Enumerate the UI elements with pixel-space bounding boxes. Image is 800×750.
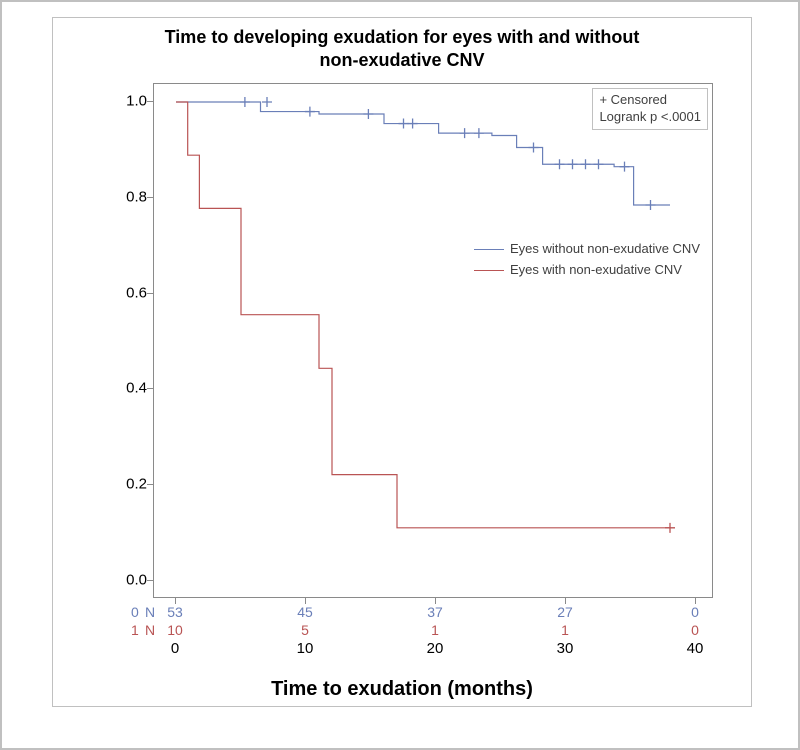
km-curves-svg bbox=[154, 84, 714, 599]
chart-title: Time to developing exudation for eyes wi… bbox=[53, 26, 751, 71]
y-tick bbox=[147, 293, 153, 294]
legend-with-label: Eyes with non-exudative CNV bbox=[510, 262, 682, 277]
censor-mark-without bbox=[363, 109, 373, 119]
y-tick-label: 0.8 bbox=[111, 188, 147, 205]
y-tick-label: 0.2 bbox=[111, 476, 147, 493]
risk-value: 27 bbox=[557, 604, 573, 620]
censor-mark-without bbox=[240, 97, 250, 107]
risk-row-n: N bbox=[145, 622, 155, 638]
legend-censored: + Censored bbox=[599, 92, 701, 109]
censor-mark-without bbox=[460, 128, 470, 138]
legend-box: + Censored Logrank p <.0001 bbox=[592, 88, 708, 130]
legend-swatch-with bbox=[474, 270, 504, 271]
risk-value: 53 bbox=[167, 604, 183, 620]
x-axis-label: Time to exudation (months) bbox=[53, 678, 751, 701]
censor-mark-without bbox=[594, 159, 604, 169]
risk-value: 0 bbox=[691, 622, 699, 638]
legend-series: Eyes without non-exudative CNV Eyes with… bbox=[474, 239, 700, 281]
censor-mark-without bbox=[399, 119, 409, 129]
legend-swatch-without bbox=[474, 249, 504, 250]
risk-value: 1 bbox=[561, 622, 569, 638]
legend-without-label: Eyes without non-exudative CNV bbox=[510, 241, 700, 256]
risk-row-n: N bbox=[145, 604, 155, 620]
risk-row-index: 0 bbox=[131, 604, 139, 620]
y-tick-label: 0.4 bbox=[111, 380, 147, 397]
censor-mark-without bbox=[529, 143, 539, 153]
y-tick-label: 0.6 bbox=[111, 284, 147, 301]
censor-mark-without bbox=[581, 159, 591, 169]
y-tick-label: 1.0 bbox=[111, 93, 147, 110]
y-tick bbox=[147, 484, 153, 485]
x-tick-label: 0 bbox=[171, 640, 179, 657]
y-tick-label: 0.0 bbox=[111, 572, 147, 589]
censor-mark-with bbox=[665, 523, 675, 533]
y-tick bbox=[147, 388, 153, 389]
risk-row-index: 1 bbox=[131, 622, 139, 638]
censor-mark-without bbox=[646, 200, 656, 210]
risk-value: 45 bbox=[297, 604, 313, 620]
censor-mark-without bbox=[408, 119, 418, 129]
risk-value: 1 bbox=[431, 622, 439, 638]
risk-value: 37 bbox=[427, 604, 443, 620]
censor-mark-without bbox=[555, 159, 565, 169]
censor-mark-without bbox=[474, 128, 484, 138]
x-tick-label: 10 bbox=[297, 640, 314, 657]
risk-value: 5 bbox=[301, 622, 309, 638]
censor-mark-without bbox=[568, 159, 578, 169]
censor-mark-without bbox=[305, 107, 315, 117]
x-tick-label: 30 bbox=[557, 640, 574, 657]
risk-value: 10 bbox=[167, 622, 183, 638]
title-line1: Time to developing exudation for eyes wi… bbox=[165, 27, 640, 47]
censor-mark-without bbox=[620, 162, 630, 172]
risk-value: 0 bbox=[691, 604, 699, 620]
y-tick bbox=[147, 580, 153, 581]
y-tick bbox=[147, 197, 153, 198]
legend-without-row: Eyes without non-exudative CNV bbox=[474, 239, 700, 260]
x-tick-label: 20 bbox=[427, 640, 444, 657]
km-curve-with bbox=[176, 102, 670, 528]
outer-frame: Time to developing exudation for eyes wi… bbox=[0, 0, 800, 750]
plot-area: + Censored Logrank p <.0001 Eyes without… bbox=[153, 83, 713, 598]
legend-logrank: Logrank p <.0001 bbox=[599, 109, 701, 126]
chart-panel: Time to developing exudation for eyes wi… bbox=[52, 17, 752, 707]
y-tick bbox=[147, 101, 153, 102]
legend-with-row: Eyes with non-exudative CNV bbox=[474, 260, 700, 281]
x-tick-label: 40 bbox=[687, 640, 704, 657]
censor-mark-without bbox=[262, 97, 272, 107]
title-line2: non-exudative CNV bbox=[319, 50, 484, 70]
